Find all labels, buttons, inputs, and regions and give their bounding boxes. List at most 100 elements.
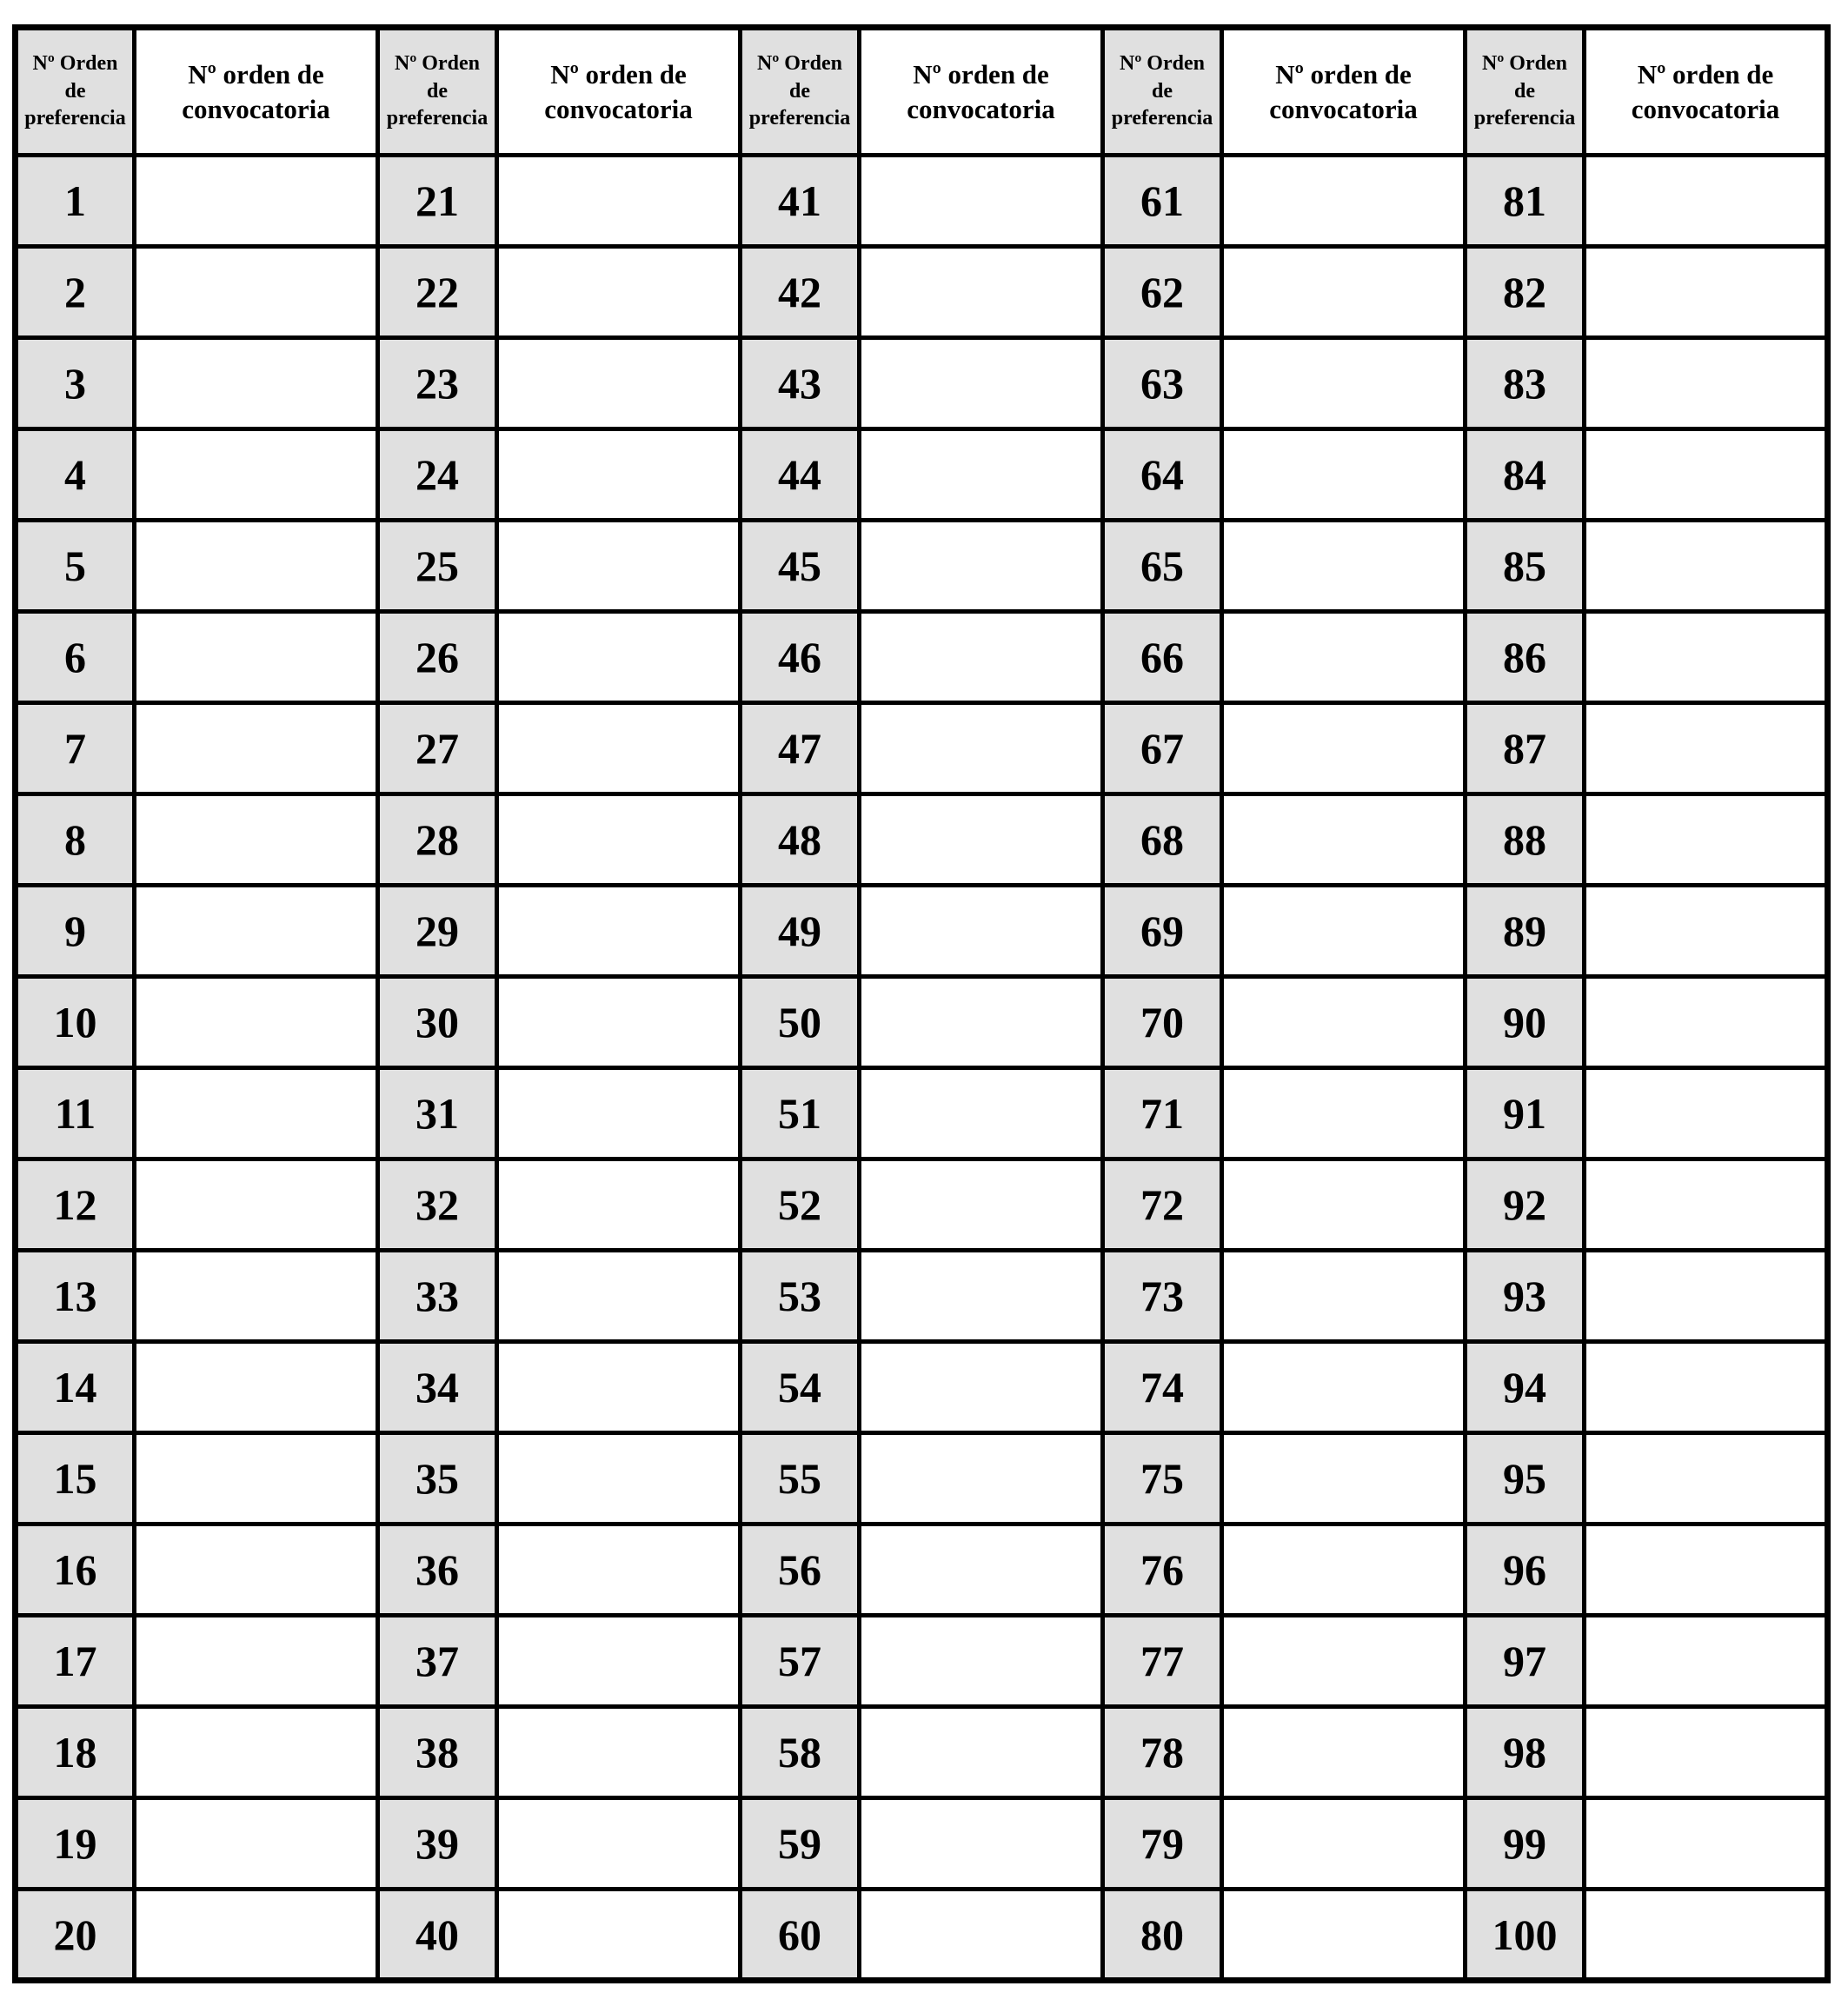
convocatoria-value-cell[interactable] — [1582, 1066, 1830, 1161]
convocatoria-value-cell[interactable] — [857, 153, 1105, 249]
convocatoria-value-cell[interactable] — [1220, 1704, 1467, 1800]
convocatoria-value-cell[interactable] — [1220, 335, 1467, 431]
convocatoria-value-cell[interactable] — [1582, 609, 1830, 705]
convocatoria-value-cell[interactable] — [857, 1522, 1105, 1617]
convocatoria-value-cell[interactable] — [132, 1066, 380, 1161]
convocatoria-value-cell[interactable] — [857, 1066, 1105, 1161]
convocatoria-value-cell[interactable] — [132, 1522, 380, 1617]
convocatoria-value-cell[interactable] — [495, 1066, 742, 1161]
convocatoria-value-cell[interactable] — [1582, 1157, 1830, 1252]
convocatoria-value-cell[interactable] — [1220, 427, 1467, 522]
convocatoria-value-cell[interactable] — [1220, 792, 1467, 887]
convocatoria-value-cell[interactable] — [495, 1613, 742, 1709]
convocatoria-value-cell[interactable] — [495, 1431, 742, 1526]
convocatoria-value-cell[interactable] — [1582, 1431, 1830, 1526]
convocatoria-value-cell[interactable] — [495, 427, 742, 522]
convocatoria-value-cell[interactable] — [132, 518, 380, 614]
convocatoria-value-cell[interactable] — [132, 244, 380, 340]
convocatoria-value-cell[interactable] — [857, 609, 1105, 705]
convocatoria-value-cell[interactable] — [1582, 1887, 1830, 1983]
convocatoria-value-cell[interactable] — [495, 974, 742, 1070]
convocatoria-value-cell[interactable] — [1220, 1157, 1467, 1252]
convocatoria-value-cell[interactable] — [1582, 883, 1830, 979]
convocatoria-value-cell[interactable] — [857, 1339, 1105, 1435]
convocatoria-value-cell[interactable] — [1582, 427, 1830, 522]
convocatoria-value-cell[interactable] — [495, 1522, 742, 1617]
convocatoria-value-cell[interactable] — [495, 1796, 742, 1891]
convocatoria-value-cell[interactable] — [132, 1431, 380, 1526]
convocatoria-value-cell[interactable] — [1582, 335, 1830, 431]
convocatoria-value-cell[interactable] — [1220, 609, 1467, 705]
convocatoria-value-cell[interactable] — [132, 1704, 380, 1800]
convocatoria-value-cell[interactable] — [132, 792, 380, 887]
convocatoria-value-cell[interactable] — [857, 1248, 1105, 1344]
convocatoria-value-cell[interactable] — [132, 153, 380, 249]
convocatoria-value-cell[interactable] — [132, 427, 380, 522]
convocatoria-value-cell[interactable] — [1582, 518, 1830, 614]
convocatoria-value-cell[interactable] — [1582, 153, 1830, 249]
convocatoria-value-cell[interactable] — [1220, 1431, 1467, 1526]
convocatoria-value-cell[interactable] — [857, 974, 1105, 1070]
convocatoria-value-cell[interactable] — [1220, 1248, 1467, 1344]
convocatoria-value-cell[interactable] — [495, 518, 742, 614]
convocatoria-value-cell[interactable] — [132, 1248, 380, 1344]
convocatoria-value-cell[interactable] — [1220, 1066, 1467, 1161]
convocatoria-value-cell[interactable] — [857, 518, 1105, 614]
convocatoria-value-cell[interactable] — [132, 974, 380, 1070]
convocatoria-value-cell[interactable] — [857, 1613, 1105, 1709]
convocatoria-value-cell[interactable] — [1220, 883, 1467, 979]
convocatoria-value-cell[interactable] — [857, 701, 1105, 796]
convocatoria-value-cell[interactable] — [132, 609, 380, 705]
convocatoria-value-cell[interactable] — [1582, 1704, 1830, 1800]
convocatoria-value-cell[interactable] — [1582, 792, 1830, 887]
convocatoria-value-cell[interactable] — [495, 244, 742, 340]
convocatoria-value-cell[interactable] — [495, 1339, 742, 1435]
convocatoria-value-cell[interactable] — [132, 1157, 380, 1252]
convocatoria-value-cell[interactable] — [857, 1431, 1105, 1526]
convocatoria-value-cell[interactable] — [495, 792, 742, 887]
convocatoria-value-cell[interactable] — [857, 427, 1105, 522]
convocatoria-value-cell[interactable] — [1582, 1339, 1830, 1435]
convocatoria-value-cell[interactable] — [132, 1613, 380, 1709]
convocatoria-value-cell[interactable] — [132, 883, 380, 979]
convocatoria-value-cell[interactable] — [132, 701, 380, 796]
convocatoria-value-cell[interactable] — [1220, 1522, 1467, 1617]
convocatoria-value-cell[interactable] — [1582, 974, 1830, 1070]
convocatoria-value-cell[interactable] — [132, 1339, 380, 1435]
convocatoria-value-cell[interactable] — [495, 1704, 742, 1800]
convocatoria-value-cell[interactable] — [495, 609, 742, 705]
convocatoria-value-cell[interactable] — [495, 1248, 742, 1344]
convocatoria-value-cell[interactable] — [857, 244, 1105, 340]
convocatoria-value-cell[interactable] — [1220, 701, 1467, 796]
convocatoria-value-cell[interactable] — [1582, 1248, 1830, 1344]
convocatoria-value-cell[interactable] — [857, 883, 1105, 979]
convocatoria-value-cell[interactable] — [1220, 518, 1467, 614]
convocatoria-value-cell[interactable] — [857, 1157, 1105, 1252]
convocatoria-value-cell[interactable] — [1220, 244, 1467, 340]
convocatoria-value-cell[interactable] — [1582, 1522, 1830, 1617]
convocatoria-value-cell[interactable] — [1582, 244, 1830, 340]
convocatoria-value-cell[interactable] — [495, 883, 742, 979]
convocatoria-value-cell[interactable] — [857, 335, 1105, 431]
convocatoria-value-cell[interactable] — [495, 335, 742, 431]
convocatoria-value-cell[interactable] — [495, 1157, 742, 1252]
convocatoria-value-cell[interactable] — [495, 1887, 742, 1983]
convocatoria-value-cell[interactable] — [1220, 1796, 1467, 1891]
convocatoria-value-cell[interactable] — [1582, 1796, 1830, 1891]
convocatoria-value-cell[interactable] — [857, 1796, 1105, 1891]
convocatoria-value-cell[interactable] — [857, 792, 1105, 887]
convocatoria-value-cell[interactable] — [1220, 1613, 1467, 1709]
convocatoria-value-cell[interactable] — [857, 1887, 1105, 1983]
convocatoria-value-cell[interactable] — [1582, 1613, 1830, 1709]
convocatoria-value-cell[interactable] — [495, 701, 742, 796]
convocatoria-value-cell[interactable] — [132, 1796, 380, 1891]
convocatoria-value-cell[interactable] — [132, 335, 380, 431]
convocatoria-value-cell[interactable] — [1220, 153, 1467, 249]
convocatoria-value-cell[interactable] — [1582, 701, 1830, 796]
convocatoria-value-cell[interactable] — [857, 1704, 1105, 1800]
convocatoria-value-cell[interactable] — [1220, 974, 1467, 1070]
convocatoria-value-cell[interactable] — [495, 153, 742, 249]
convocatoria-value-cell[interactable] — [1220, 1887, 1467, 1983]
convocatoria-value-cell[interactable] — [1220, 1339, 1467, 1435]
convocatoria-value-cell[interactable] — [132, 1887, 380, 1983]
